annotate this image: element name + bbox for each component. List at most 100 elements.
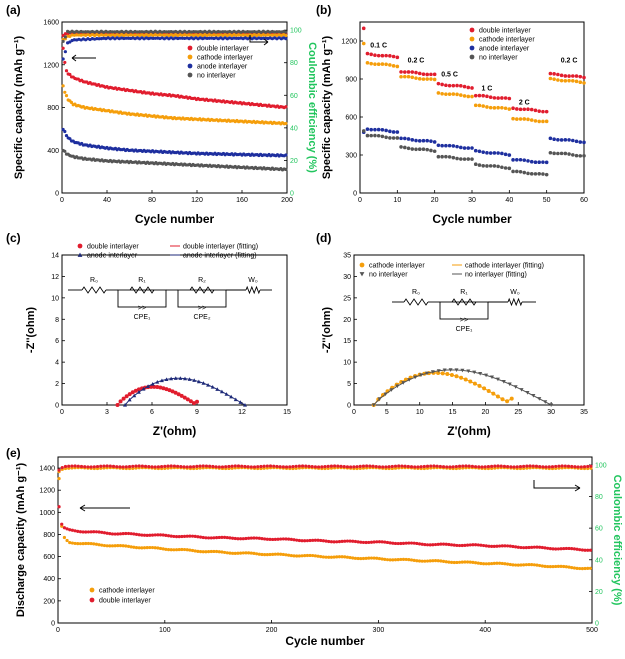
data-point xyxy=(284,33,288,38)
data-point xyxy=(578,80,583,84)
data-point xyxy=(479,561,483,566)
data-point xyxy=(141,387,146,391)
data-point xyxy=(158,385,163,390)
data-point xyxy=(134,532,139,536)
data-point xyxy=(63,149,67,153)
y2-axis-label: Coulombic efficiency (%) xyxy=(306,42,318,173)
y-tick-label: 0 xyxy=(55,403,59,410)
y2-tick-label: 40 xyxy=(595,557,603,564)
data-point xyxy=(559,78,564,83)
data-point xyxy=(94,530,99,534)
data-point xyxy=(495,377,500,382)
data-point xyxy=(447,560,451,564)
data-point xyxy=(461,464,465,468)
y-tick-label: 600 xyxy=(43,554,55,561)
data-point xyxy=(195,464,199,469)
data-point xyxy=(509,396,514,401)
data-point xyxy=(311,553,315,558)
data-point xyxy=(365,127,370,131)
x-tick-label: 160 xyxy=(236,197,248,204)
data-point xyxy=(439,559,443,563)
data-point xyxy=(212,549,216,554)
data-point xyxy=(440,82,444,87)
data-point xyxy=(204,464,209,468)
x-tick-label: 200 xyxy=(281,197,293,204)
data-point xyxy=(388,558,392,562)
data-point xyxy=(172,464,177,468)
data-point xyxy=(582,154,586,158)
data-point xyxy=(76,464,80,468)
data-point xyxy=(300,554,304,558)
data-point xyxy=(224,392,229,396)
data-point xyxy=(460,543,464,548)
x-axis-label: Cycle number xyxy=(135,212,215,226)
data-point xyxy=(153,546,157,550)
data-point xyxy=(432,140,437,144)
data-point xyxy=(425,559,430,563)
data-point xyxy=(373,62,377,66)
data-point xyxy=(506,465,510,469)
data-point xyxy=(164,547,168,551)
data-point xyxy=(432,72,437,77)
data-point xyxy=(305,553,309,558)
data-point xyxy=(178,36,182,40)
data-point xyxy=(241,551,245,555)
data-point xyxy=(221,30,225,34)
x-tick-label: 60 xyxy=(580,197,588,204)
data-point xyxy=(179,464,183,469)
data-point xyxy=(511,544,515,549)
data-point xyxy=(68,40,72,44)
data-point xyxy=(403,136,407,141)
data-point xyxy=(444,542,448,546)
data-point xyxy=(578,566,582,571)
data-point xyxy=(538,545,542,549)
data-point xyxy=(563,464,567,468)
data-point xyxy=(407,378,412,382)
data-point xyxy=(531,394,536,398)
y-tick-label: 12 xyxy=(51,274,59,281)
data-point xyxy=(369,540,374,544)
data-point xyxy=(252,465,257,469)
data-point xyxy=(522,107,527,112)
data-point xyxy=(84,30,88,34)
data-point xyxy=(212,536,216,540)
data-point xyxy=(490,544,494,548)
data-point xyxy=(588,548,592,552)
data-point xyxy=(442,368,447,373)
data-point xyxy=(348,539,352,543)
data-point xyxy=(89,541,93,546)
chart-e: 0 100 200 300 400 500020040060080010001200140… xyxy=(6,446,623,648)
data-point xyxy=(544,160,549,165)
data-point xyxy=(511,563,515,567)
data-point xyxy=(496,105,500,110)
data-point xyxy=(78,530,83,534)
data-point xyxy=(142,533,147,537)
data-point xyxy=(503,544,507,548)
data-point xyxy=(425,464,430,468)
circuit-label: CPE₂ xyxy=(193,314,210,321)
data-point xyxy=(361,540,366,545)
data-point xyxy=(323,465,327,469)
data-point xyxy=(537,109,541,113)
data-point xyxy=(170,389,175,394)
x-tick-label: 0 xyxy=(358,197,362,204)
data-point xyxy=(153,465,157,469)
data-point xyxy=(543,564,547,568)
data-point xyxy=(572,547,576,551)
data-point xyxy=(321,539,325,543)
data-point xyxy=(272,464,276,468)
legend-label: cathode interlayer xyxy=(197,55,253,62)
resistor-symbol xyxy=(189,286,215,294)
data-point xyxy=(415,541,419,546)
data-point xyxy=(441,542,446,546)
data-point xyxy=(138,30,142,34)
data-point xyxy=(433,542,438,547)
data-point xyxy=(359,262,365,268)
data-point xyxy=(303,539,307,543)
data-point xyxy=(327,555,331,559)
data-point xyxy=(457,464,462,468)
data-point xyxy=(399,136,403,141)
data-point xyxy=(509,465,513,469)
y-tick-label: 8 xyxy=(55,317,59,324)
